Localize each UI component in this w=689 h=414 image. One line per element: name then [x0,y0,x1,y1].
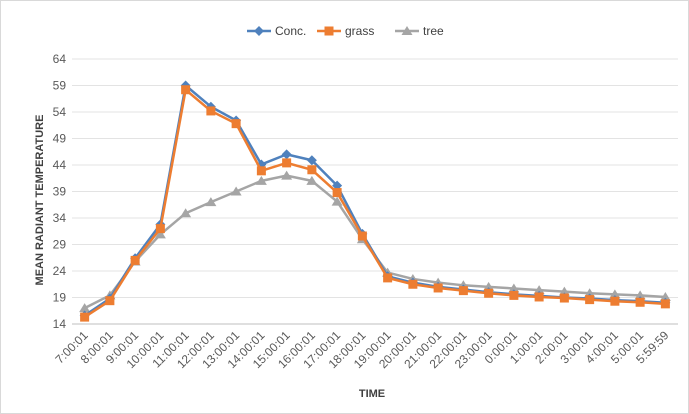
data-point [155,224,165,234]
y-tick-label: 54 [53,105,67,119]
data-point [281,170,293,180]
data-point [181,85,191,95]
data-point [635,297,645,307]
gridlines [72,58,678,325]
data-point [306,155,317,166]
series-conc [79,80,671,321]
data-point [558,286,570,296]
legend-item: Conc. [247,24,306,38]
data-point [357,231,367,241]
data-point [105,296,115,306]
legend: Conc. grass tree [247,24,444,38]
data-point [331,196,343,206]
data-point [509,290,519,300]
data-point [508,283,520,293]
y-tick-label: 34 [53,211,67,225]
data-point [282,158,292,168]
data-point [483,281,495,291]
data-point [585,295,595,305]
legend-item: grass [317,24,374,38]
legend-item: tree [395,24,444,38]
legend-marker [254,26,264,36]
data-point [180,208,192,218]
y-axis-title: MEAN RADIANT TEMPERATURE [34,115,46,286]
y-tick-label: 49 [53,132,67,146]
series-line [83,88,666,319]
data-point [484,288,494,298]
y-tick-label: 64 [53,52,67,66]
data-point [584,288,596,298]
series-group [79,80,671,322]
data-point [154,229,166,239]
data-point [306,175,318,185]
data-point [79,303,91,313]
data-point [433,283,443,293]
data-point [609,289,621,299]
data-point [458,286,468,296]
data-point [559,293,569,303]
legend-label: Conc. [275,24,306,38]
data-point [533,285,545,295]
data-point [307,165,317,175]
y-tick-label: 24 [53,264,67,278]
y-tick-label: 14 [53,317,67,331]
x-axis-title: TIME [359,388,385,400]
data-point [383,273,393,283]
data-point [534,292,544,302]
series-line [83,84,666,317]
y-tick-label: 44 [53,158,67,172]
y-axis-ticks: 14 19 24 29 34 39 44 49 54 59 64 [53,52,67,331]
data-point [281,149,292,160]
data-point [255,175,267,185]
data-point [332,188,342,198]
x-axis-ticks: 7:00:018:00:019:00:0110:00:0111:00:0112:… [53,328,672,371]
data-point [610,296,620,306]
legend-label: grass [345,24,374,38]
y-tick-label: 19 [53,291,67,305]
data-point [230,186,242,196]
y-tick-label: 59 [53,79,67,93]
data-point [80,312,90,322]
data-point [205,197,217,207]
series-line [84,174,666,310]
data-point [408,279,418,289]
legend-marker [324,26,334,36]
data-point [634,290,646,300]
data-point [231,119,241,129]
data-point [206,106,216,116]
legend-marker [401,26,413,35]
data-point [256,166,266,176]
y-tick-label: 29 [53,238,67,252]
y-tick-label: 39 [53,185,67,199]
legend-label: tree [423,24,444,38]
data-point [130,255,140,265]
series-grass [80,85,670,322]
data-point [660,299,670,309]
data-point [659,291,671,301]
